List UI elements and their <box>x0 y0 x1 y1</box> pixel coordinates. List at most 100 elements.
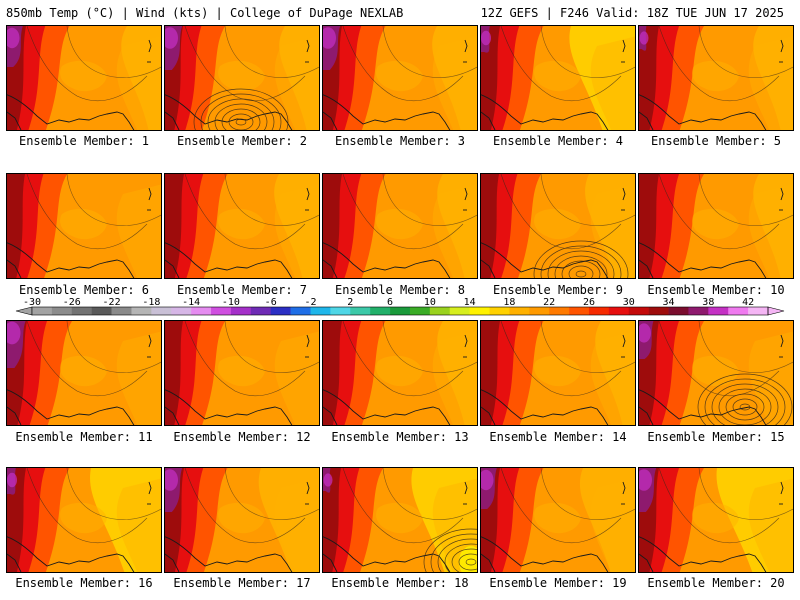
warm-yellow-region <box>716 468 793 572</box>
coastline-west <box>165 553 180 572</box>
temperature-map-20 <box>639 468 793 572</box>
wind-maximum-contour <box>568 265 594 278</box>
colorbar-tick-label: -22 <box>103 297 121 308</box>
colorbar-bin <box>509 307 530 315</box>
colorbar-bin <box>51 307 73 315</box>
ensemble-member-label-11: Ensemble Member: 11 <box>15 430 153 444</box>
wind-maximum-contour <box>458 553 477 571</box>
wind-contour <box>224 174 319 227</box>
wind-maximum-contour <box>697 373 793 425</box>
ensemble-member-label-15: Ensemble Member: 15 <box>647 430 785 444</box>
ensemble-member-label-9: Ensemble Member: 9 <box>492 283 624 297</box>
wind-maximum-contour <box>718 388 772 425</box>
wind-contour <box>698 468 793 521</box>
warm-yellow-region <box>121 26 161 130</box>
wind-maximum-contour <box>423 528 477 572</box>
wind-contour <box>26 26 148 102</box>
ensemble-map-6 <box>6 173 162 279</box>
colorbar-tick-label: 6 <box>387 297 393 308</box>
colorbar-bin <box>230 307 252 315</box>
coastline-west <box>639 111 654 130</box>
wind-maximum-contour <box>575 270 587 278</box>
coastline-west <box>481 259 496 278</box>
wind-contour <box>382 174 477 227</box>
wind-maximum-contour <box>214 103 268 130</box>
colorbar-bin <box>32 307 53 315</box>
lake-outline <box>464 39 468 53</box>
coastline <box>481 389 609 425</box>
ensemble-map-5 <box>638 25 794 131</box>
warm-core <box>459 546 477 572</box>
temperature-patch <box>376 355 423 387</box>
wind-maximum-contour <box>228 113 254 130</box>
temperature-patch <box>60 355 107 387</box>
coastline <box>639 389 767 425</box>
coastline-west <box>323 111 338 130</box>
temperature-patch <box>376 502 423 534</box>
warm-yellow-region <box>274 174 319 278</box>
wind-maximum-contour <box>200 93 282 130</box>
lake-outline <box>622 334 626 348</box>
colorbar-bin <box>310 307 331 315</box>
ensemble-member-label-8: Ensemble Member: 8 <box>334 283 466 297</box>
ensemble-member-label-7: Ensemble Member: 7 <box>176 283 308 297</box>
colorbar-bin <box>91 307 112 315</box>
ensemble-map-2 <box>164 25 320 131</box>
record-heat-core <box>481 469 494 491</box>
coastline-west <box>7 553 22 572</box>
ensemble-member-label-14: Ensemble Member: 14 <box>489 430 627 444</box>
warm-yellow-region <box>279 26 319 130</box>
ensemble-member-label-5: Ensemble Member: 5 <box>650 134 782 148</box>
colorbar-bin <box>668 307 689 315</box>
warm-yellow-region <box>753 26 793 130</box>
coastline <box>481 536 609 572</box>
temperature-map-2 <box>165 26 319 130</box>
ensemble-member-label-17: Ensemble Member: 17 <box>173 576 311 590</box>
wind-contour <box>698 26 793 79</box>
temperature-map-13 <box>323 321 477 425</box>
warm-yellow-region <box>585 174 635 278</box>
temperature-map-3 <box>323 26 477 130</box>
wind-maximum-contour <box>451 548 477 572</box>
temperature-patch <box>60 60 107 92</box>
ensemble-member-label-12: Ensemble Member: 12 <box>173 430 311 444</box>
wind-contour <box>342 174 464 250</box>
colorbar-tick-label: 42 <box>742 297 754 308</box>
ensemble-map-13 <box>322 320 478 426</box>
coastline <box>481 94 609 130</box>
temperature-map-4 <box>481 26 635 130</box>
colorbar-right-arrow <box>767 306 785 316</box>
wind-maximum-contour <box>533 240 629 278</box>
coastline-west <box>639 553 654 572</box>
wind-maximum-contour <box>725 393 765 421</box>
lake-outline <box>780 334 784 348</box>
temperature-map-19 <box>481 468 635 572</box>
wind-contour <box>184 468 306 544</box>
coastline <box>7 94 135 130</box>
lake-outline <box>780 39 784 53</box>
coastline-west <box>639 406 654 425</box>
colorbar-bin <box>71 307 92 315</box>
temperature-patch <box>60 208 107 240</box>
extreme-heat-region <box>323 468 341 572</box>
wind-contour <box>184 26 306 102</box>
colorbar-bin <box>290 307 311 315</box>
colorbar-tick-label: -26 <box>63 297 81 308</box>
wind-maximum-contour <box>221 108 261 130</box>
colorbar-bin <box>688 307 709 315</box>
colorbar-tick-label: 14 <box>464 297 476 308</box>
colorbar-tick-label: 10 <box>424 297 436 308</box>
wind-contour <box>224 26 319 79</box>
colorbar-tick-label: 22 <box>543 297 555 308</box>
extreme-heat-region <box>323 321 342 425</box>
record-heat-core <box>165 469 178 491</box>
ensemble-member-label-10: Ensemble Member: 10 <box>647 283 785 297</box>
ensemble-member-label-20: Ensemble Member: 20 <box>647 576 785 590</box>
coastline <box>323 94 451 130</box>
lake-outline <box>622 187 626 201</box>
colorbar-bin <box>409 307 431 315</box>
ensemble-member-label-16: Ensemble Member: 16 <box>15 576 153 590</box>
coastline <box>639 536 767 572</box>
colorbar-bin <box>350 307 371 315</box>
colorbar-tick-label: 30 <box>623 297 635 308</box>
